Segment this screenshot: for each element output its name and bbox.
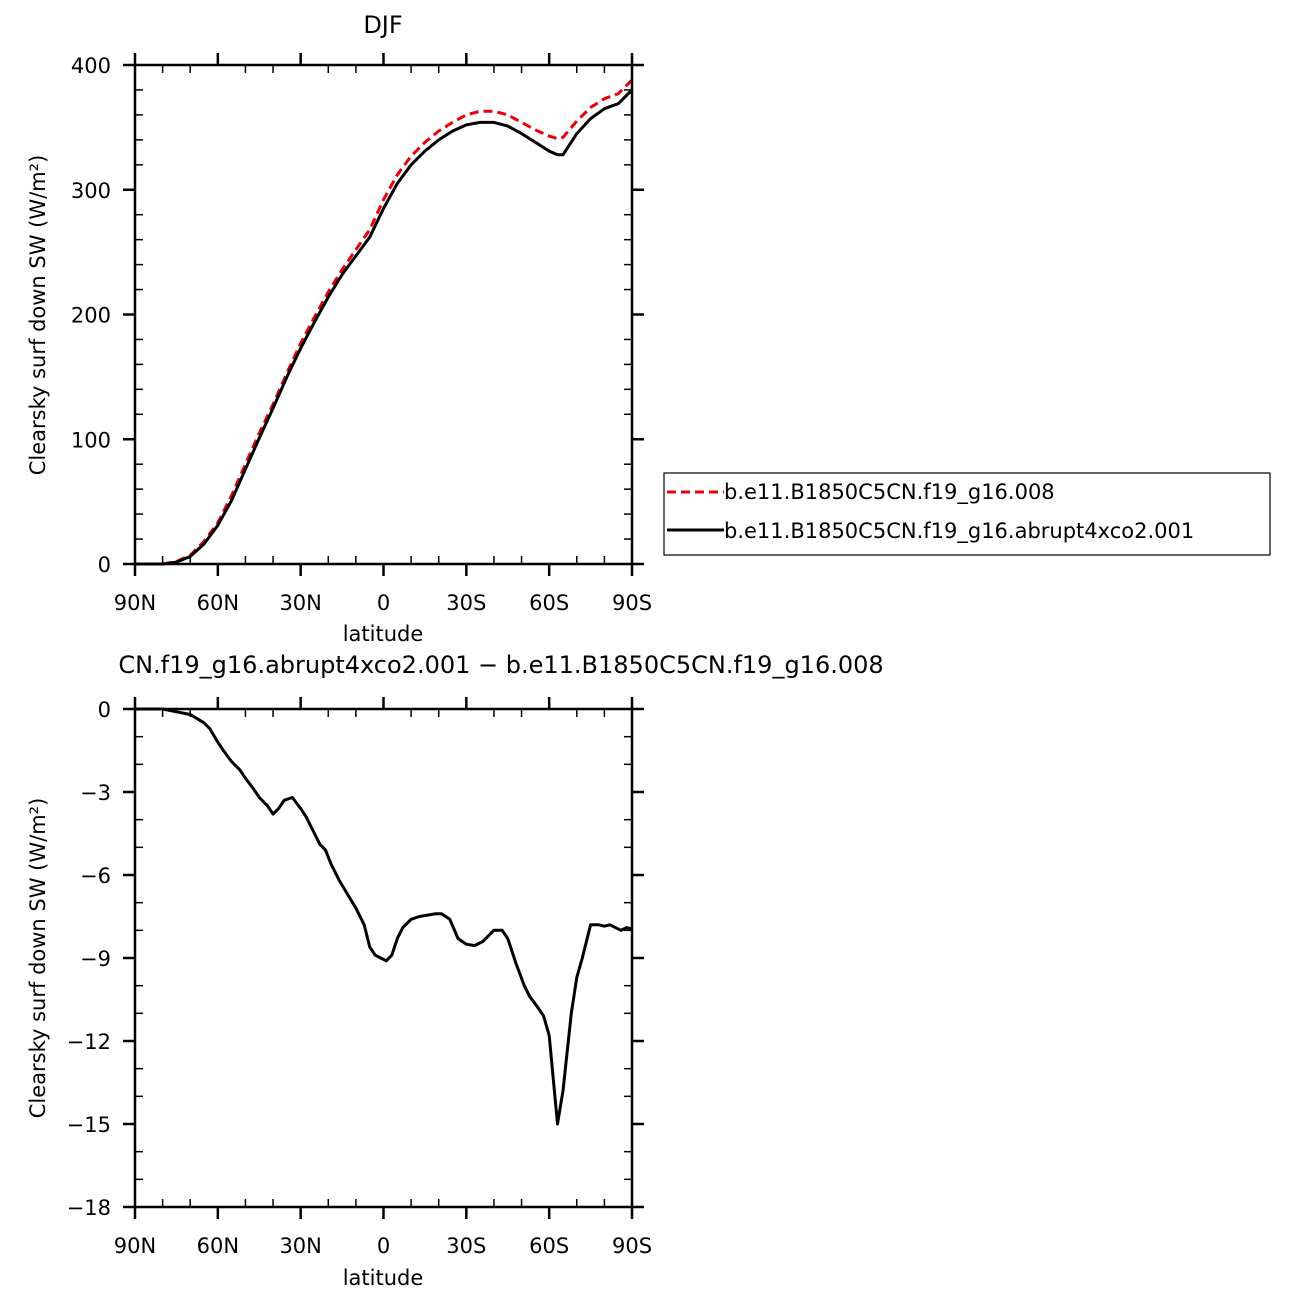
top-y-axis-label: Clearsky surf down SW (W/m²) xyxy=(26,155,50,476)
bottom-axis-ticks xyxy=(123,697,644,1219)
x-tick-label: 30N xyxy=(279,1234,321,1258)
y-tick-label: 200 xyxy=(71,304,111,328)
y-tick-label: 0 xyxy=(98,698,111,722)
top-plot-title: DJF xyxy=(363,11,402,39)
y-tick-label: 400 xyxy=(71,54,111,78)
x-tick-label: 30S xyxy=(446,1234,486,1258)
legend-label-abrupt4xco2: b.e11.B1850C5CN.f19_g16.abrupt4xco2.001 xyxy=(724,519,1194,544)
series-line-top-1 xyxy=(135,88,634,566)
y-tick-label: −9 xyxy=(80,947,111,971)
x-tick-label: 60N xyxy=(197,1234,239,1258)
y-tick-label: 100 xyxy=(71,428,111,452)
x-tick-label: 90N xyxy=(114,1234,156,1258)
legend-label-control: b.e11.B1850C5CN.f19_g16.008 xyxy=(724,480,1055,505)
top-y-tick-labels: 0 100 200 300 400 xyxy=(71,54,111,577)
y-tick-label: −12 xyxy=(67,1030,111,1054)
series-line-top-0 xyxy=(135,78,634,566)
legend: b.e11.B1850C5CN.f19_g16.008 b.e11.B1850C… xyxy=(663,472,1271,556)
x-tick-label: 0 xyxy=(377,1234,390,1258)
y-tick-label: 300 xyxy=(71,179,111,203)
y-tick-label: −3 xyxy=(80,781,111,805)
x-tick-label: 0 xyxy=(377,591,390,615)
bottom-plot-title: CN.f19_g16.abrupt4xco2.001 − b.e11.B1850… xyxy=(118,651,883,679)
x-tick-label: 60N xyxy=(197,591,239,615)
bottom-plot-lines xyxy=(135,707,633,1126)
y-tick-label: 0 xyxy=(98,553,111,577)
x-tick-label: 60S xyxy=(529,1234,569,1258)
bottom-x-axis-label: latitude xyxy=(343,1266,424,1290)
top-x-tick-labels: 90N 60N 30N 0 30S 60S 90S xyxy=(114,591,652,615)
series-line-bot-0 xyxy=(135,707,633,1126)
y-tick-label: −6 xyxy=(80,864,111,888)
x-tick-label: 90S xyxy=(612,1234,652,1258)
top-plot-frame xyxy=(133,63,634,566)
bottom-y-tick-labels: 0 −3 −6 −9 −12 −15 −18 xyxy=(67,698,111,1220)
top-plot-lines xyxy=(135,78,634,566)
top-x-axis-label: latitude xyxy=(343,622,424,646)
bottom-x-tick-labels: 90N 60N 30N 0 30S 60S 90S xyxy=(114,1234,652,1258)
y-tick-label: −18 xyxy=(67,1196,111,1220)
top-axis-ticks xyxy=(123,53,644,576)
bottom-y-axis-label: Clearsky surf down SW (W/m²) xyxy=(26,798,50,1119)
legend-box xyxy=(663,472,1271,556)
x-tick-label: 60S xyxy=(529,591,569,615)
x-tick-label: 90S xyxy=(612,591,652,615)
x-tick-label: 30S xyxy=(446,591,486,615)
bottom-plot-frame xyxy=(133,707,634,1209)
y-tick-label: −15 xyxy=(67,1113,111,1137)
x-tick-label: 30N xyxy=(279,591,321,615)
x-tick-label: 90N xyxy=(114,591,156,615)
